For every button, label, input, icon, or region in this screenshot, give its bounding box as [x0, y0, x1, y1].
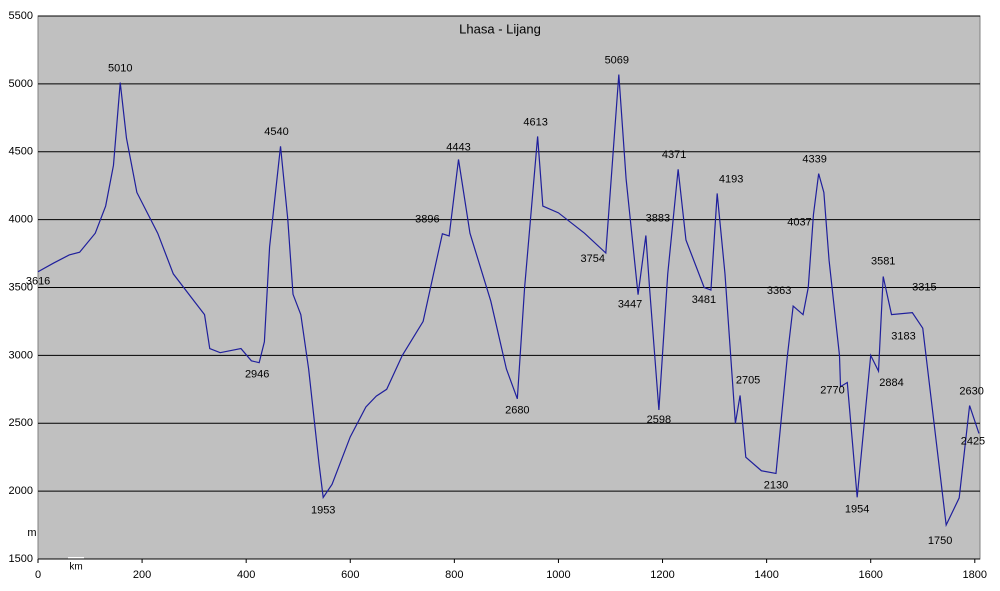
data-label: 4540 [264, 126, 288, 138]
y-tick-label: 2500 [9, 417, 33, 429]
data-label: 1953 [311, 504, 335, 516]
x-tick-label: 800 [445, 569, 463, 581]
data-label: 3481 [692, 294, 716, 306]
x-tick-label: 1400 [754, 569, 778, 581]
data-label: 2598 [647, 414, 671, 426]
x-tick-label: 200 [133, 569, 151, 581]
data-label: 3315 [912, 282, 936, 294]
data-label: 4613 [523, 116, 547, 128]
data-label: 4443 [446, 141, 470, 153]
y-tick-label: 2000 [9, 485, 33, 497]
data-label: 1750 [928, 535, 952, 547]
data-label: 3896 [415, 214, 439, 226]
elevation-line [37, 74, 980, 528]
x-tick-label: 1800 [963, 569, 987, 581]
data-label: 3447 [618, 299, 642, 311]
data-label: 3581 [871, 255, 895, 267]
data-label: 2630 [959, 386, 983, 398]
y-tick-label: 1500 [9, 553, 33, 565]
data-label: 4037 [787, 217, 811, 229]
y-tick-label: 3000 [9, 349, 33, 361]
data-label: 4193 [719, 173, 743, 185]
y-tick-label: 5000 [9, 78, 33, 90]
y-axis-label: m [27, 527, 36, 539]
data-label: 4339 [802, 154, 826, 166]
x-tick-label: 0 [35, 569, 41, 581]
x-axis-label: km [69, 562, 82, 573]
x-label-box [68, 557, 84, 567]
data-label: 3883 [646, 212, 670, 224]
x-tick-label: 1600 [858, 569, 882, 581]
x-tick-label: 1200 [650, 569, 674, 581]
x-tick-label: 600 [341, 569, 359, 581]
data-label: 3616 [26, 276, 50, 288]
data-label: 2705 [736, 374, 760, 386]
data-label: 1954 [845, 503, 869, 515]
chart-title: Lhasa - Lijang [459, 21, 541, 36]
data-label: 2425 [961, 435, 985, 447]
data-label: 5010 [108, 62, 132, 74]
y-tick-label: 3500 [9, 281, 33, 293]
data-label: 2884 [879, 377, 903, 389]
data-label: 2770 [820, 385, 844, 397]
x-tick-label: 1000 [546, 569, 570, 581]
data-label: 2130 [764, 479, 788, 491]
data-label: 3754 [581, 253, 605, 265]
y-tick-label: 4500 [9, 146, 33, 158]
data-label: 3183 [891, 330, 915, 342]
data-label: 4371 [662, 149, 686, 161]
y-tick-label: 5500 [9, 10, 33, 22]
data-label: 3363 [767, 285, 791, 297]
data-label: 2680 [505, 405, 529, 417]
data-label: 5069 [605, 54, 629, 66]
data-label: 2946 [245, 369, 269, 381]
x-tick-label: 400 [237, 569, 255, 581]
y-tick-label: 4000 [9, 214, 33, 226]
